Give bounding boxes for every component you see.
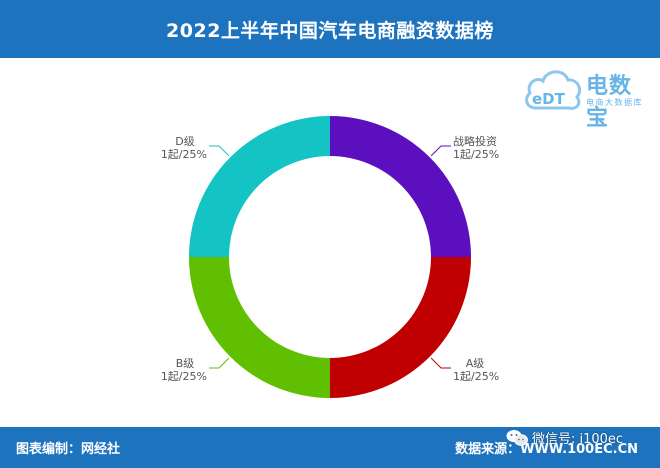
- slice-label-3: D级: [175, 135, 194, 148]
- edt-logo: eDT 电数宝 电商大数据库: [522, 62, 652, 131]
- donut-slice-0: [330, 116, 471, 257]
- leader-line-1: [430, 357, 452, 369]
- slice-label-2: B级: [176, 357, 195, 370]
- wechat-id: 微信号: i100ec: [532, 432, 624, 447]
- logo-tagline: 电商大数据库: [586, 98, 643, 107]
- slice-value-1: 1起/25%: [453, 370, 499, 383]
- title-bar: 2022上半年中国汽车电商融资数据榜: [0, 0, 660, 58]
- slice-label-1: A级: [466, 357, 485, 370]
- donut-slice-1: [330, 257, 471, 398]
- leader-line-0: [430, 145, 452, 157]
- donut-slice-3: [189, 116, 330, 257]
- slice-value-2: 1起/25%: [161, 370, 207, 383]
- wechat-icon: [506, 429, 528, 446]
- donut-slice-2: [189, 257, 330, 398]
- footer-source: 数据来源：WWW.100EC.CN: [455, 442, 638, 457]
- leader-line-2: [208, 357, 230, 369]
- logo-name: 电数宝: [586, 74, 633, 131]
- footer-bar: 图表编制：网经社 数据来源：WWW.100EC.CN: [0, 427, 660, 468]
- cloud-logo-icon: eDT: [525, 70, 582, 110]
- svg-text:eDT: eDT: [532, 90, 566, 108]
- chart-title: 2022上半年中国汽车电商融资数据榜: [166, 19, 494, 42]
- slice-value-0: 1起/25%: [453, 148, 499, 161]
- slice-label-0: 战略投资: [453, 134, 497, 148]
- wechat-watermark: 微信号: i100ec: [506, 428, 623, 447]
- leader-line-3: [208, 145, 230, 157]
- slice-value-3: 1起/25%: [161, 148, 207, 161]
- footer-credit: 图表编制：网经社: [16, 442, 121, 457]
